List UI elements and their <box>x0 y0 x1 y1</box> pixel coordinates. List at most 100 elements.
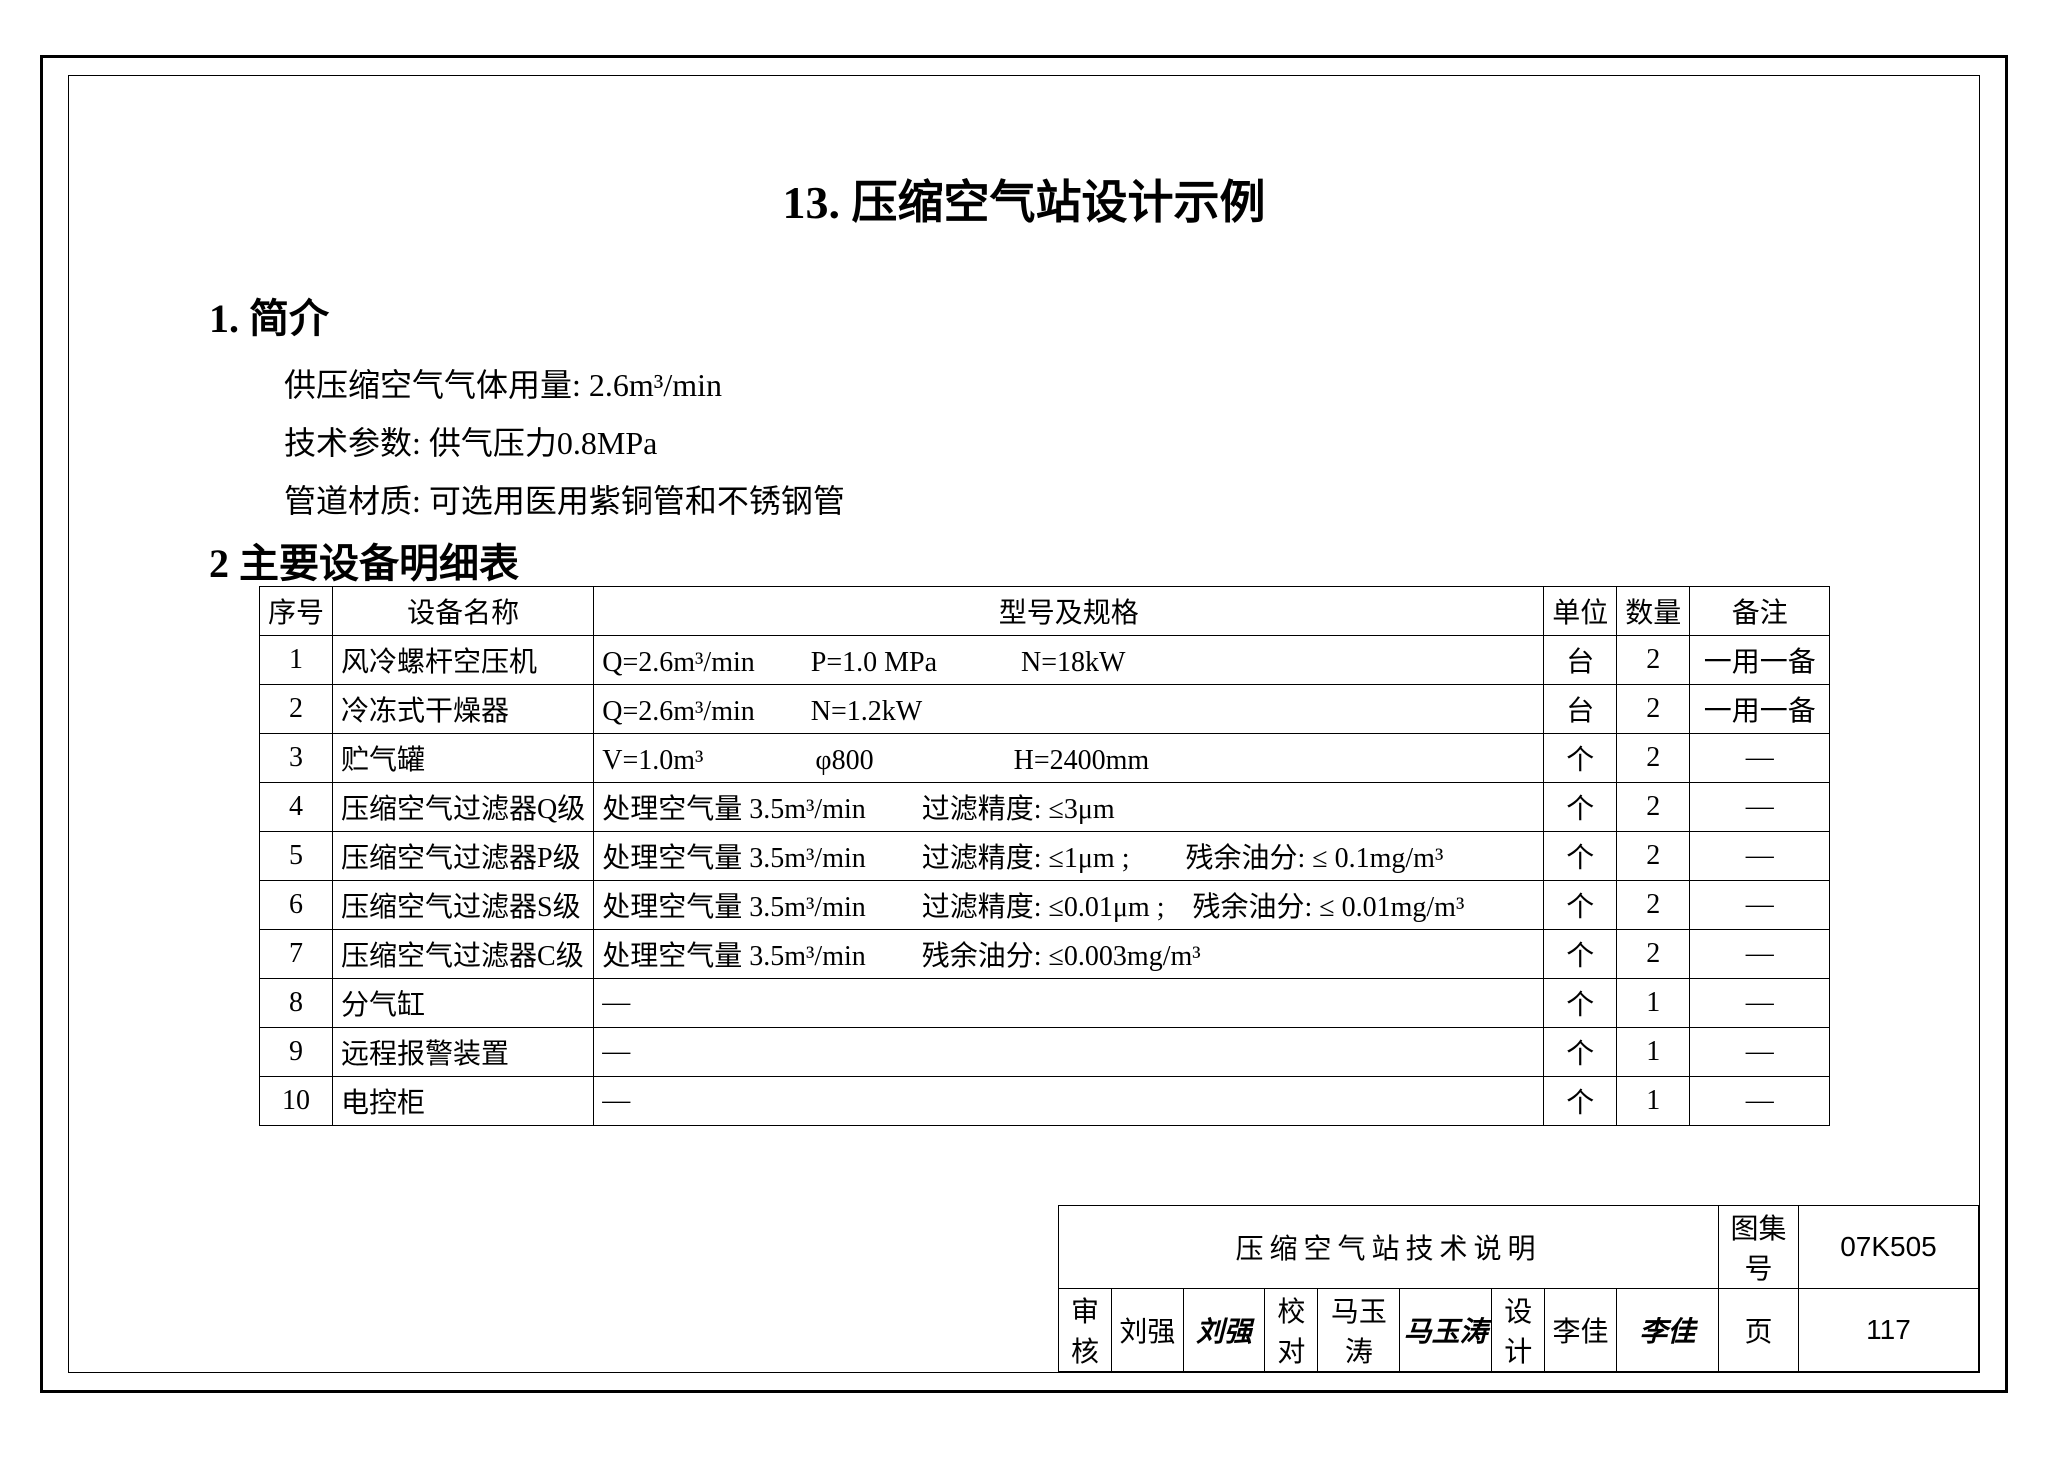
cell-name: 贮气罐 <box>333 734 594 783</box>
cell-name: 压缩空气过滤器Q级 <box>333 783 594 832</box>
cell-spec: Q=2.6m³/min N=1.2kW <box>594 685 1544 734</box>
cell-remark: 一用一备 <box>1690 636 1830 685</box>
cell-remark: — <box>1690 979 1830 1028</box>
cell-seq: 8 <box>260 979 333 1028</box>
section-2-heading: 2 主要设备明细表 <box>209 531 519 589</box>
table-row: 3贮气罐V=1.0m³ φ800 H=2400mm个2— <box>260 734 1830 783</box>
header-qty: 数量 <box>1617 587 1690 636</box>
cell-unit: 个 <box>1544 832 1617 881</box>
cell-qty: 1 <box>1617 1028 1690 1077</box>
cell-spec: — <box>594 979 1544 1028</box>
cell-seq: 10 <box>260 1077 333 1126</box>
equipment-table: 序号 设备名称 型号及规格 单位 数量 备注 1风冷螺杆空压机Q=2.6m³/m… <box>259 586 1830 1126</box>
cell-qty: 2 <box>1617 685 1690 734</box>
cell-remark: — <box>1690 881 1830 930</box>
cell-remark: — <box>1690 1028 1830 1077</box>
title-block-row-1: 压缩空气站技术说明 图集号 07K505 <box>1059 1206 1979 1289</box>
review-name: 刘强 <box>1112 1289 1184 1372</box>
cell-qty: 1 <box>1617 979 1690 1028</box>
cell-name: 电控柜 <box>333 1077 594 1126</box>
cell-qty: 2 <box>1617 930 1690 979</box>
cell-spec: 处理空气量 3.5m³/min 过滤精度: ≤1μm ; 残余油分: ≤ 0.1… <box>594 832 1544 881</box>
cell-unit: 台 <box>1544 636 1617 685</box>
header-name: 设备名称 <box>333 587 594 636</box>
cell-spec: — <box>594 1077 1544 1126</box>
cell-unit: 个 <box>1544 979 1617 1028</box>
cell-qty: 2 <box>1617 734 1690 783</box>
cell-name: 风冷螺杆空压机 <box>333 636 594 685</box>
cell-unit: 个 <box>1544 734 1617 783</box>
title-block-row-2: 审核 刘强 刘强 校对 马玉涛 马玉涛 设计 李佳 李佳 页 117 <box>1059 1289 1979 1372</box>
cell-unit: 个 <box>1544 881 1617 930</box>
cell-remark: — <box>1690 1077 1830 1126</box>
page-label: 页 <box>1719 1289 1799 1372</box>
section-1-heading: 1. 简介 <box>209 286 845 344</box>
cell-unit: 个 <box>1544 930 1617 979</box>
cell-seq: 1 <box>260 636 333 685</box>
header-remark: 备注 <box>1690 587 1830 636</box>
cell-spec: 处理空气量 3.5m³/min 残余油分: ≤0.003mg/m³ <box>594 930 1544 979</box>
intro-section: 1. 简介 供压缩空气气体用量: 2.6m³/min 技术参数: 供气压力0.8… <box>209 286 845 530</box>
cell-spec: Q=2.6m³/min P=1.0 MPa N=18kW <box>594 636 1544 685</box>
cell-seq: 3 <box>260 734 333 783</box>
cell-remark: — <box>1690 930 1830 979</box>
cell-spec: 处理空气量 3.5m³/min 过滤精度: ≤3μm <box>594 783 1544 832</box>
cell-qty: 2 <box>1617 783 1690 832</box>
cell-name: 分气缸 <box>333 979 594 1028</box>
design-signature: 李佳 <box>1616 1289 1718 1372</box>
cell-name: 冷冻式干燥器 <box>333 685 594 734</box>
cell-spec: — <box>594 1028 1544 1077</box>
cell-qty: 2 <box>1617 832 1690 881</box>
table-row: 2冷冻式干燥器Q=2.6m³/min N=1.2kW台2一用一备 <box>260 685 1830 734</box>
header-unit: 单位 <box>1544 587 1617 636</box>
cell-unit: 个 <box>1544 1028 1617 1077</box>
design-label: 设计 <box>1492 1289 1545 1372</box>
cell-seq: 7 <box>260 930 333 979</box>
page-number: 117 <box>1799 1289 1979 1372</box>
cell-qty: 1 <box>1617 1077 1690 1126</box>
cell-unit: 个 <box>1544 1077 1617 1126</box>
cell-spec: 处理空气量 3.5m³/min 过滤精度: ≤0.01μm ; 残余油分: ≤ … <box>594 881 1544 930</box>
intro-line-2: 技术参数: 供气压力0.8MPa <box>209 414 845 472</box>
title-block-table: 压缩空气站技术说明 图集号 07K505 审核 刘强 刘强 校对 马玉涛 马玉涛… <box>1058 1205 1979 1372</box>
design-name: 李佳 <box>1545 1289 1617 1372</box>
cell-unit: 台 <box>1544 685 1617 734</box>
check-label: 校对 <box>1265 1289 1318 1372</box>
table-row: 9远程报警装置—个1— <box>260 1028 1830 1077</box>
intro-line-3: 管道材质: 可选用医用紫铜管和不锈钢管 <box>209 472 845 530</box>
cell-spec: V=1.0m³ φ800 H=2400mm <box>594 734 1544 783</box>
cell-name: 压缩空气过滤器S级 <box>333 881 594 930</box>
check-signature: 马玉涛 <box>1400 1289 1492 1372</box>
cell-remark: — <box>1690 783 1830 832</box>
table-header-row: 序号 设备名称 型号及规格 单位 数量 备注 <box>260 587 1830 636</box>
cell-name: 压缩空气过滤器C级 <box>333 930 594 979</box>
set-label: 图集号 <box>1719 1206 1799 1289</box>
cell-remark: — <box>1690 832 1830 881</box>
table-row: 7压缩空气过滤器C级处理空气量 3.5m³/min 残余油分: ≤0.003mg… <box>260 930 1830 979</box>
table-row: 10电控柜—个1— <box>260 1077 1830 1126</box>
set-number: 07K505 <box>1799 1206 1979 1289</box>
title-block: 压缩空气站技术说明 图集号 07K505 审核 刘强 刘强 校对 马玉涛 马玉涛… <box>1058 1205 1979 1372</box>
table-row: 6压缩空气过滤器S级处理空气量 3.5m³/min 过滤精度: ≤0.01μm … <box>260 881 1830 930</box>
cell-remark: 一用一备 <box>1690 685 1830 734</box>
review-signature: 刘强 <box>1183 1289 1265 1372</box>
page-title: 13. 压缩空气站设计示例 <box>69 166 1979 232</box>
cell-qty: 2 <box>1617 881 1690 930</box>
inner-frame: 13. 压缩空气站设计示例 1. 简介 供压缩空气气体用量: 2.6m³/min… <box>68 75 1980 1373</box>
cell-seq: 9 <box>260 1028 333 1077</box>
table-row: 8分气缸—个1— <box>260 979 1830 1028</box>
review-label: 审核 <box>1059 1289 1112 1372</box>
cell-name: 远程报警装置 <box>333 1028 594 1077</box>
cell-name: 压缩空气过滤器P级 <box>333 832 594 881</box>
header-spec: 型号及规格 <box>594 587 1544 636</box>
cell-seq: 2 <box>260 685 333 734</box>
check-name: 马玉涛 <box>1318 1289 1400 1372</box>
table-row: 4压缩空气过滤器Q级处理空气量 3.5m³/min 过滤精度: ≤3μm个2— <box>260 783 1830 832</box>
header-seq: 序号 <box>260 587 333 636</box>
cell-unit: 个 <box>1544 783 1617 832</box>
intro-line-1: 供压缩空气气体用量: 2.6m³/min <box>209 356 845 414</box>
cell-qty: 2 <box>1617 636 1690 685</box>
cell-seq: 4 <box>260 783 333 832</box>
table-row: 1风冷螺杆空压机Q=2.6m³/min P=1.0 MPa N=18kW台2一用… <box>260 636 1830 685</box>
cell-remark: — <box>1690 734 1830 783</box>
